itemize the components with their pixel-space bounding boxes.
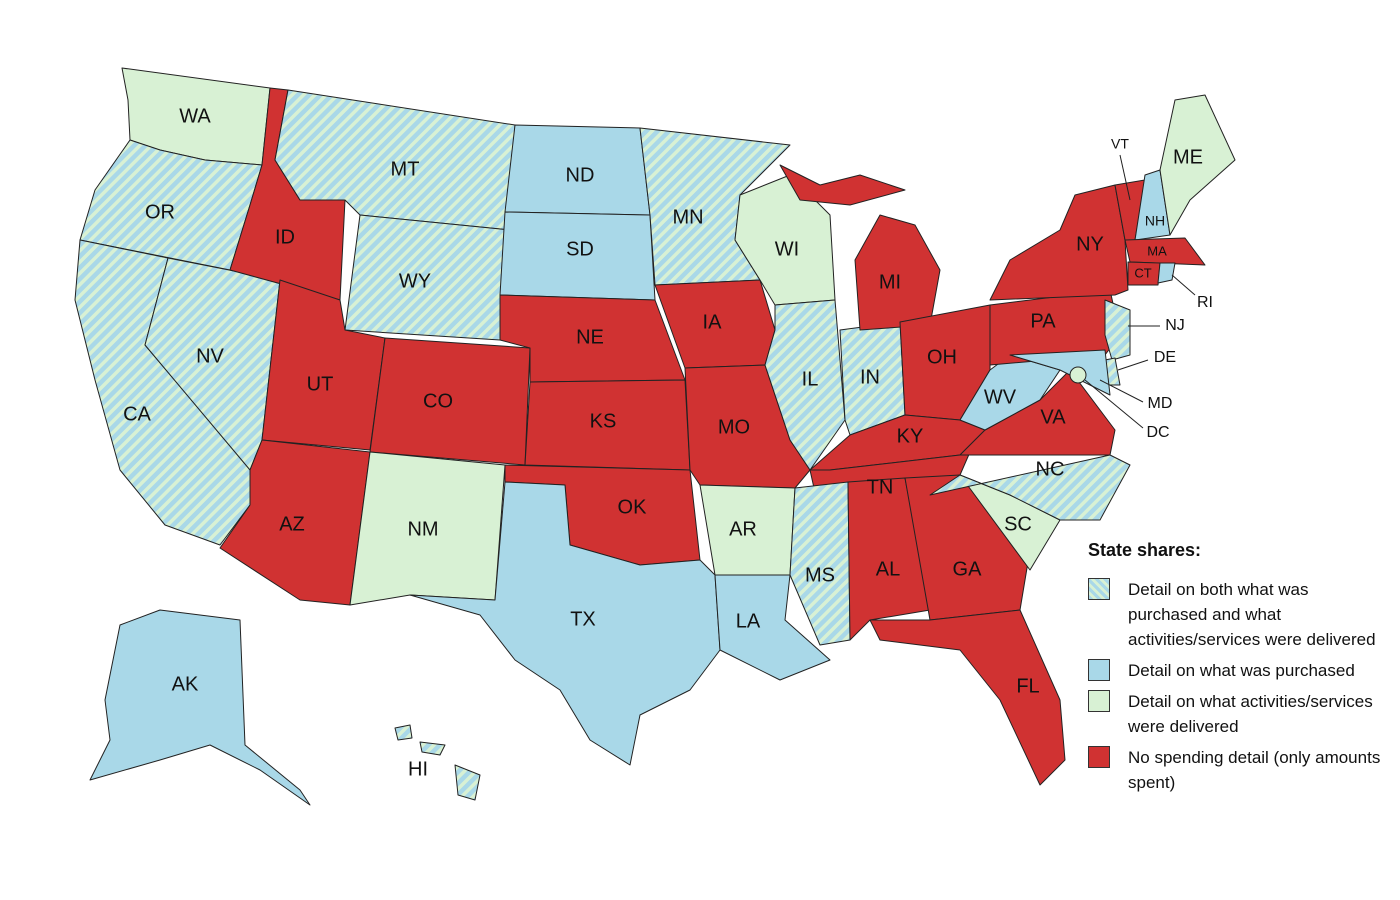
state-label: GA: [953, 558, 983, 580]
state-label: MO: [718, 416, 750, 438]
state-shape: [419, 741, 446, 756]
state-label: KY: [897, 425, 924, 447]
state-label: NH: [1145, 213, 1165, 229]
state-label: MD: [1148, 395, 1173, 412]
state-label: SD: [566, 238, 594, 260]
state-shape: [409, 481, 721, 766]
state-label: AK: [172, 673, 199, 695]
state-shape: [1127, 261, 1161, 286]
state-label: AZ: [279, 513, 305, 535]
state-shape: [1157, 262, 1176, 284]
state-label: OH: [927, 346, 957, 368]
state-label: AR: [729, 518, 757, 540]
state-shape: [904, 474, 1031, 621]
state-label: WI: [775, 238, 799, 260]
state-label: IL: [802, 368, 819, 390]
state-label: AL: [876, 558, 900, 580]
state-shape: [847, 477, 931, 641]
state-shape: [779, 164, 906, 206]
state-label: MA: [1147, 243, 1167, 258]
state-shape: [394, 724, 413, 741]
legend-label: Detail on what was purchased: [1128, 661, 1355, 680]
legend-swatch: [1088, 690, 1110, 712]
legend-item: Detail on what activities/services were …: [1088, 689, 1388, 739]
state-label: TX: [570, 608, 596, 630]
state-label: CO: [423, 390, 453, 412]
state-label: IN: [860, 366, 880, 388]
legend-swatch: [1088, 746, 1110, 768]
state-label: NM: [407, 518, 438, 540]
state-label: PA: [1030, 310, 1056, 332]
state-label: MN: [672, 206, 703, 228]
state-shape: [1009, 349, 1111, 396]
state-label: CA: [123, 403, 151, 425]
state-label: WA: [179, 105, 211, 127]
state-label: ND: [566, 164, 595, 186]
legend-item: Detail on both what was purchased and wh…: [1088, 577, 1388, 652]
state-label: VA: [1040, 406, 1066, 428]
state-label: MT: [391, 158, 420, 180]
state-shape: [929, 454, 1131, 521]
state-label: HI: [408, 758, 428, 780]
legend: State shares: Detail on both what was pu…: [1088, 538, 1388, 801]
legend-item: No spending detail (only amounts spent): [1088, 745, 1388, 795]
leader-line: [1084, 379, 1144, 429]
state-shape: [89, 609, 311, 806]
leader-line: [1117, 359, 1149, 371]
state-shape: [764, 299, 846, 471]
state-label: MI: [879, 271, 901, 293]
state-label: TN: [867, 476, 894, 498]
state-label: MS: [805, 564, 835, 586]
state-label: IA: [703, 311, 723, 333]
legend-label: No spending detail (only amounts spent): [1128, 748, 1381, 792]
state-label: NV: [196, 345, 224, 367]
state-label: NE: [576, 326, 604, 348]
state-label: SC: [1004, 513, 1032, 535]
state-shape: [1159, 94, 1236, 236]
state-label: NY: [1076, 233, 1104, 255]
legend-swatch: [1088, 659, 1110, 681]
state-shape: [869, 609, 1066, 786]
legend-label: Detail on both what was purchased and wh…: [1128, 580, 1376, 649]
state-shape: [1124, 237, 1206, 266]
state-shape: [454, 764, 481, 801]
state-label: KS: [590, 410, 617, 432]
state-label: OK: [618, 496, 648, 518]
legend-title: State shares:: [1088, 540, 1202, 560]
state-label: CT: [1134, 265, 1151, 280]
legend-swatch: [1088, 578, 1110, 600]
state-shape: [1069, 366, 1087, 384]
leader-line: [1099, 379, 1144, 403]
state-label: NC: [1036, 458, 1065, 480]
state-label: OR: [145, 201, 175, 223]
legend-label: Detail on what activities/services were …: [1128, 692, 1373, 736]
state-label: WV: [984, 386, 1017, 408]
state-label: NJ: [1165, 317, 1185, 334]
state-label: RI: [1197, 294, 1213, 311]
state-label: VT: [1111, 136, 1129, 152]
state-label: DC: [1146, 424, 1169, 441]
leader-line: [1171, 274, 1196, 296]
state-label: UT: [307, 373, 334, 395]
state-label: ME: [1173, 146, 1203, 168]
state-shape: [1104, 299, 1131, 361]
state-shape: [989, 184, 1129, 301]
state-label: LA: [736, 610, 761, 632]
state-label: FL: [1016, 675, 1039, 697]
legend-item: Detail on what was purchased: [1088, 658, 1388, 683]
state-label: DE: [1154, 349, 1176, 366]
state-shape: [854, 214, 941, 331]
state-label: WY: [399, 270, 431, 292]
state-label: ID: [275, 226, 295, 248]
leader-line: [1119, 154, 1131, 201]
